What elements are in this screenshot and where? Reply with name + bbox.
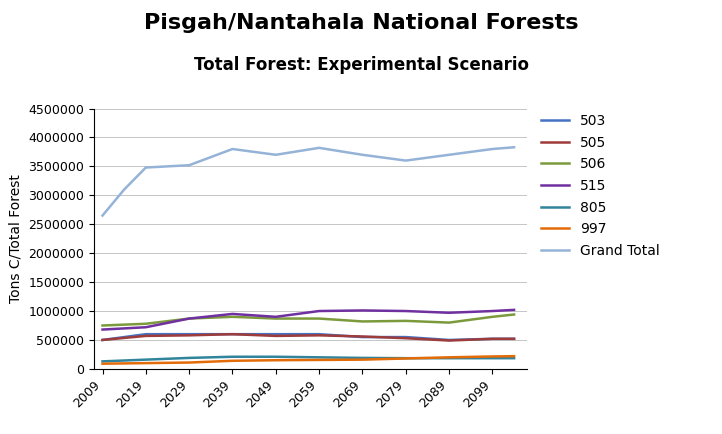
805 <box>358 355 367 361</box>
Line: 503: 503 <box>103 334 514 340</box>
515 <box>488 309 497 314</box>
506 <box>228 314 237 319</box>
506 <box>142 321 150 326</box>
Grand Total <box>358 152 367 158</box>
505 <box>358 334 367 339</box>
997 <box>358 357 367 362</box>
506 <box>315 316 323 321</box>
515 <box>510 307 518 312</box>
515 <box>358 308 367 313</box>
505 <box>488 336 497 342</box>
515 <box>315 309 323 314</box>
Grand Total <box>142 165 150 170</box>
505 <box>228 332 237 337</box>
Grand Total <box>98 213 107 218</box>
Line: 997: 997 <box>103 356 514 364</box>
Grand Total <box>488 146 497 151</box>
805 <box>142 357 150 362</box>
805 <box>271 354 280 359</box>
Text: Total Forest: Experimental Scenario: Total Forest: Experimental Scenario <box>193 56 529 74</box>
805 <box>228 354 237 359</box>
Line: 805: 805 <box>103 357 514 362</box>
515 <box>271 314 280 319</box>
503 <box>185 332 193 337</box>
505 <box>315 333 323 338</box>
503 <box>445 337 453 342</box>
Line: 505: 505 <box>103 334 514 341</box>
515 <box>185 316 193 321</box>
506 <box>271 316 280 321</box>
997 <box>142 361 150 366</box>
503 <box>401 335 410 340</box>
505 <box>142 333 150 339</box>
Legend: 503, 505, 506, 515, 805, 997, Grand Total: 503, 505, 506, 515, 805, 997, Grand Tota… <box>536 108 666 263</box>
805 <box>185 355 193 361</box>
Line: 506: 506 <box>103 315 514 326</box>
503 <box>358 335 367 340</box>
805 <box>98 359 107 364</box>
515 <box>142 325 150 330</box>
805 <box>315 355 323 360</box>
Text: Pisgah/Nantahala National Forests: Pisgah/Nantahala National Forests <box>144 13 578 33</box>
503 <box>228 332 237 337</box>
515 <box>445 310 453 316</box>
506 <box>358 319 367 324</box>
997 <box>445 355 453 360</box>
805 <box>488 355 497 361</box>
805 <box>445 355 453 361</box>
503 <box>142 332 150 337</box>
506 <box>98 323 107 328</box>
Grand Total <box>185 163 193 168</box>
997 <box>401 356 410 361</box>
503 <box>271 332 280 337</box>
Grand Total <box>120 187 129 192</box>
Grand Total <box>228 146 237 151</box>
Grand Total <box>445 152 453 158</box>
Grand Total <box>315 145 323 151</box>
506 <box>445 320 453 325</box>
503 <box>510 336 518 342</box>
515 <box>98 327 107 332</box>
Line: 515: 515 <box>103 310 514 329</box>
506 <box>510 312 518 317</box>
505 <box>445 338 453 343</box>
997 <box>185 360 193 365</box>
997 <box>510 354 518 359</box>
Grand Total <box>271 152 280 158</box>
997 <box>488 354 497 359</box>
Grand Total <box>401 158 410 163</box>
Grand Total <box>510 145 518 150</box>
503 <box>315 332 323 337</box>
505 <box>98 337 107 342</box>
805 <box>510 355 518 361</box>
505 <box>185 333 193 338</box>
503 <box>488 336 497 342</box>
505 <box>271 333 280 339</box>
Line: Grand Total: Grand Total <box>103 147 514 216</box>
506 <box>488 314 497 319</box>
997 <box>228 358 237 363</box>
997 <box>315 357 323 362</box>
505 <box>510 336 518 342</box>
Y-axis label: Tons C/Total Forest: Tons C/Total Forest <box>9 174 22 303</box>
506 <box>401 318 410 323</box>
515 <box>228 311 237 316</box>
997 <box>98 361 107 366</box>
515 <box>401 309 410 314</box>
505 <box>401 335 410 341</box>
503 <box>98 337 107 342</box>
506 <box>185 316 193 321</box>
997 <box>271 358 280 363</box>
805 <box>401 355 410 361</box>
